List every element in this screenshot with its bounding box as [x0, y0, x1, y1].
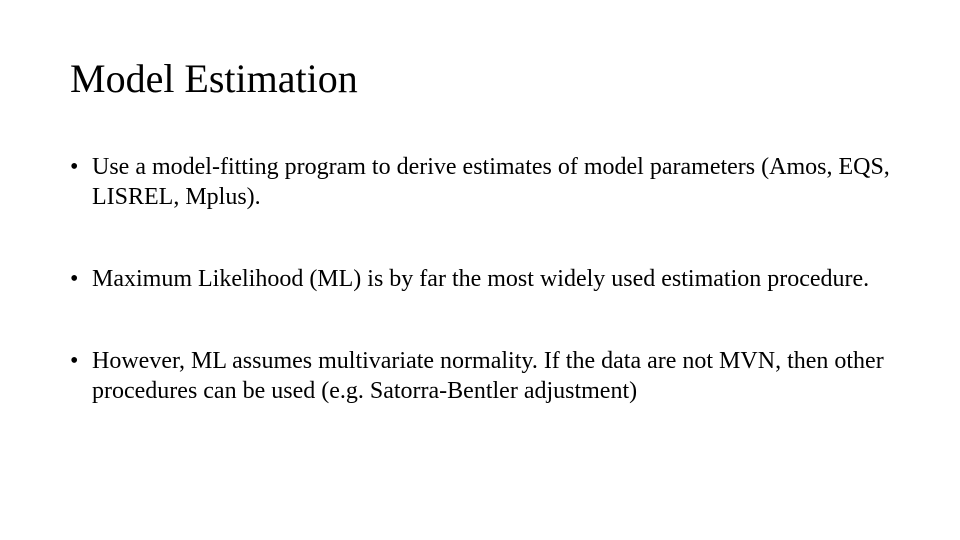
bullet-list: Use a model-fitting program to derive es…	[70, 152, 890, 406]
slide-title: Model Estimation	[70, 55, 890, 102]
bullet-item: However, ML assumes multivariate normali…	[70, 346, 890, 406]
slide: Model Estimation Use a model-fitting pro…	[0, 0, 960, 540]
bullet-item: Maximum Likelihood (ML) is by far the mo…	[70, 264, 890, 294]
bullet-item: Use a model-fitting program to derive es…	[70, 152, 890, 212]
